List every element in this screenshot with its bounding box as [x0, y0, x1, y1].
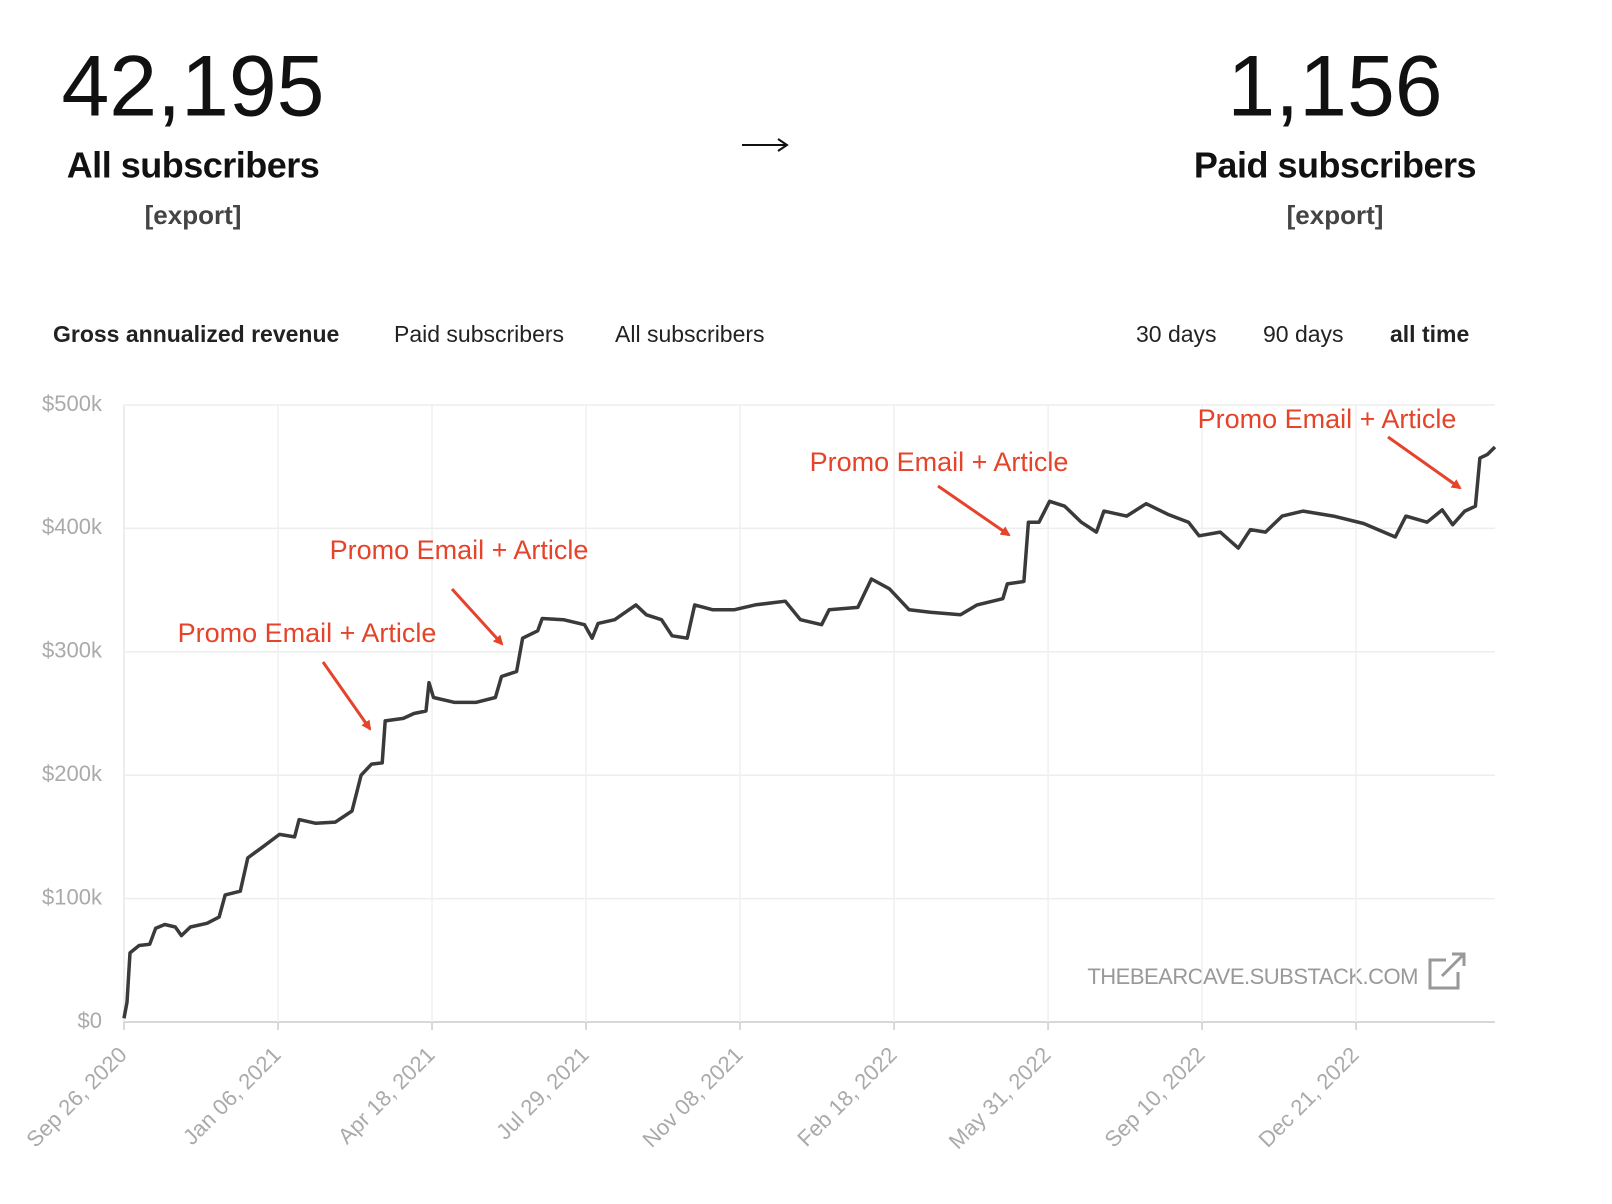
y-tick-label: $100k: [42, 884, 103, 909]
annotation-arrow: [321, 661, 372, 731]
metric-tab[interactable]: All subscribers: [615, 321, 765, 347]
all-label: All subscribers: [67, 145, 320, 186]
paid-label: Paid subscribers: [1194, 145, 1476, 186]
annotation: Promo Email + Article: [178, 618, 437, 648]
range-tab[interactable]: 30 days: [1136, 321, 1217, 347]
x-tick-label: Jan 06, 2021: [178, 1042, 286, 1150]
line-series: [122, 445, 1497, 1019]
paid-export[interactable]: [export]: [1287, 200, 1384, 230]
all-export[interactable]: [export]: [145, 200, 242, 230]
x-tick-label: Sep 26, 2020: [21, 1042, 131, 1152]
y-tick-label: $300k: [42, 638, 103, 663]
watermark[interactable]: THEBEARCAVE.SUBSTACK.COM: [1087, 964, 1418, 989]
annotation-arrow: [450, 587, 504, 646]
annotation-arrow: [937, 484, 1011, 537]
x-tick-label: Apr 18, 2021: [333, 1042, 440, 1149]
metric-tab[interactable]: Paid subscribers: [394, 321, 564, 347]
x-tick-label: Nov 08, 2021: [637, 1042, 747, 1152]
x-tick-label: Feb 18, 2022: [792, 1042, 901, 1151]
annotation: Promo Email + Article: [810, 447, 1069, 477]
annotation-arrow: [1387, 435, 1462, 490]
all-count: 42,195: [61, 39, 324, 135]
paid-count: 1,156: [1227, 39, 1442, 135]
x-tick-label: Jul 29, 2021: [491, 1042, 593, 1144]
x-tick-label: May 31, 2022: [944, 1042, 1056, 1154]
y-tick-label: $0: [78, 1008, 102, 1033]
annotation: Promo Email + Article: [1198, 404, 1457, 434]
y-tick-label: $500k: [42, 391, 103, 416]
range-tab[interactable]: 90 days: [1263, 321, 1344, 347]
annotation: Promo Email + Article: [330, 535, 589, 565]
y-tick-label: $200k: [42, 761, 103, 786]
metric-tab[interactable]: Gross annualized revenue: [53, 321, 339, 347]
x-tick-label: Sep 10, 2022: [1099, 1042, 1209, 1152]
arrow-head: [777, 138, 789, 152]
link-icon[interactable]: [1428, 952, 1466, 990]
x-tick-label: Dec 21, 2022: [1254, 1042, 1364, 1152]
y-tick-label: $400k: [42, 514, 103, 539]
range-tab[interactable]: all time: [1390, 321, 1469, 347]
